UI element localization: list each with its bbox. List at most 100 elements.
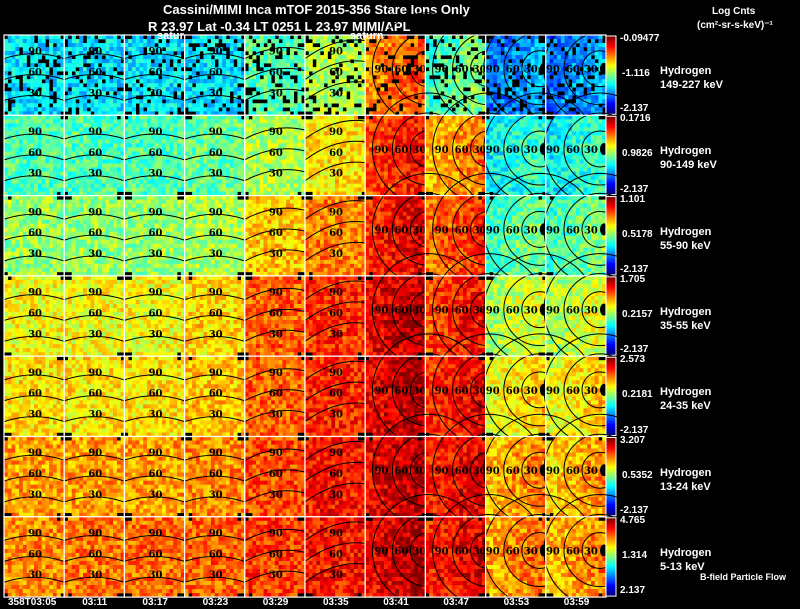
- heatmap-pixel: [124, 71, 129, 76]
- heatmap-pixel: [199, 75, 204, 80]
- heatmap-pixel: [94, 91, 99, 96]
- heatmap-pixel: [94, 75, 99, 80]
- heatmap-pixel: [417, 63, 422, 68]
- heatmap-pixel: [128, 167, 133, 172]
- heatmap-pixel: [218, 91, 223, 96]
- heatmap-pixel: [177, 43, 182, 48]
- heatmap-pixel: [124, 67, 129, 72]
- heatmap-pixel: [293, 163, 298, 168]
- heatmap-pixel: [192, 159, 197, 164]
- heatmap-pixel: [49, 47, 54, 52]
- heatmap-pixel: [7, 159, 12, 164]
- heatmap-pixel: [278, 107, 283, 112]
- heatmap-pixel: [289, 47, 295, 52]
- heatmap-pixel: [259, 63, 264, 68]
- heatmap-pixel: [545, 35, 550, 40]
- heatmap-pixel: [34, 87, 39, 92]
- heatmap-pixel: [372, 179, 377, 184]
- heatmap-pixel: [323, 107, 328, 112]
- heatmap-pixel: [11, 115, 16, 120]
- heatmap-pixel: [237, 35, 242, 40]
- heatmap-pixel: [113, 55, 118, 60]
- heatmap-pixel: [583, 43, 588, 48]
- heatmap-pixel: [429, 47, 434, 52]
- heatmap-pixel: [263, 87, 268, 92]
- heatmap-pixel: [86, 183, 91, 188]
- heatmap-pixel: [116, 39, 121, 44]
- heatmap-pixel: [165, 123, 170, 128]
- heatmap-pixel: [399, 159, 404, 164]
- heatmap-pixel: [286, 119, 291, 124]
- heatmap-pixel: [225, 171, 231, 176]
- heatmap-pixel: [105, 79, 110, 84]
- heatmap-pixel: [263, 183, 268, 188]
- heatmap-pixel: [440, 67, 445, 72]
- heatmap-pixel: [256, 47, 261, 52]
- heatmap-pixel: [34, 47, 39, 52]
- heatmap-pixel: [169, 91, 174, 96]
- heatmap-pixel: [229, 167, 234, 172]
- heatmap-pixel: [64, 51, 69, 56]
- heatmap-pixel: [222, 79, 227, 84]
- heatmap-pixel: [162, 107, 167, 112]
- heatmap-pixel: [406, 95, 411, 100]
- heatmap-pixel: [162, 155, 167, 160]
- heatmap-pixel: [515, 67, 520, 72]
- heatmap-pixel: [387, 139, 392, 144]
- heatmap-pixel: [22, 103, 27, 108]
- heatmap-pixel: [538, 63, 543, 68]
- heatmap-pixel: [384, 59, 389, 64]
- heatmap-pixel: [169, 143, 174, 148]
- heatmap-pixel: [417, 127, 422, 132]
- heatmap-pixel: [496, 67, 501, 72]
- heatmap-pixel: [444, 87, 449, 92]
- heatmap-pixel: [350, 67, 355, 72]
- heatmap-pixel: [553, 107, 558, 112]
- heatmap-pixel: [583, 51, 588, 56]
- heatmap-pixel: [350, 55, 355, 60]
- heatmap-pixel: [67, 59, 73, 64]
- heatmap-pixel: [271, 83, 276, 88]
- heatmap-pixel: [169, 35, 174, 40]
- heatmap-pixel: [135, 187, 140, 192]
- heatmap-pixel: [327, 91, 332, 96]
- heatmap-pixel: [237, 51, 242, 56]
- heatmap-pixel: [37, 51, 42, 56]
- heatmap-pixel: [11, 55, 16, 60]
- heatmap-pixel: [271, 35, 276, 40]
- heatmap-pixel: [225, 147, 231, 152]
- heatmap-pixel: [71, 163, 76, 168]
- heatmap-pixel: [60, 83, 65, 88]
- heatmap-pixel: [331, 139, 336, 144]
- heatmap-pixel: [165, 107, 170, 112]
- heatmap-pixel: [534, 95, 539, 100]
- heatmap-pixel: [45, 47, 50, 52]
- heatmap-pixel: [361, 103, 366, 108]
- heatmap-pixel: [320, 103, 325, 108]
- heatmap-pixel: [90, 119, 95, 124]
- heatmap-pixel: [440, 47, 445, 52]
- heatmap-pixel: [534, 107, 539, 112]
- heatmap-pixel: [135, 127, 140, 132]
- heatmap-pixel: [86, 115, 91, 120]
- heatmap-pixel: [365, 87, 370, 92]
- contour-line: [64, 74, 125, 81]
- heatmap-pixel: [459, 67, 464, 72]
- heatmap-pixel: [361, 63, 366, 68]
- heatmap-pixel: [387, 119, 392, 124]
- heatmap-pixel: [361, 39, 366, 44]
- heatmap-pixel: [259, 59, 264, 64]
- heatmap-pixel: [489, 107, 494, 112]
- heatmap-pixel: [150, 43, 155, 48]
- heatmap-pixel: [71, 139, 76, 144]
- heatmap-pixel: [256, 163, 261, 168]
- heatmap-pixel: [402, 183, 407, 188]
- heatmap-pixel: [113, 35, 118, 40]
- heatmap-pixel: [139, 91, 144, 96]
- heatmap-pixel: [368, 103, 374, 108]
- heatmap-pixel: [116, 123, 121, 128]
- heatmap-pixel: [380, 167, 385, 172]
- heatmap-pixel: [210, 187, 215, 192]
- heatmap-pixel: [41, 107, 46, 112]
- heatmap-pixel: [436, 35, 441, 40]
